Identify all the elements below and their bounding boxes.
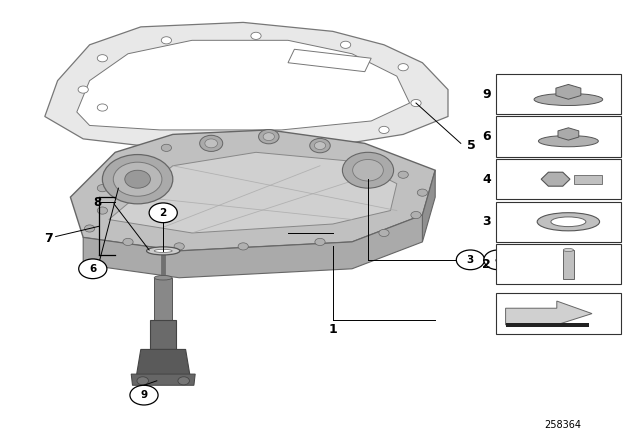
Text: 3: 3 — [483, 215, 491, 228]
Circle shape — [97, 104, 108, 111]
Circle shape — [310, 138, 330, 153]
Circle shape — [97, 207, 108, 214]
Text: 258364: 258364 — [545, 420, 582, 430]
Circle shape — [200, 135, 223, 151]
Ellipse shape — [534, 94, 603, 106]
Polygon shape — [70, 130, 435, 251]
Text: 9: 9 — [483, 87, 491, 101]
Circle shape — [314, 142, 326, 150]
Polygon shape — [45, 22, 448, 148]
Text: 5: 5 — [467, 139, 476, 152]
Circle shape — [417, 189, 428, 196]
Circle shape — [398, 64, 408, 71]
Circle shape — [84, 225, 95, 232]
Circle shape — [398, 171, 408, 178]
Circle shape — [238, 243, 248, 250]
Bar — [150, 320, 176, 349]
Circle shape — [125, 170, 150, 188]
Polygon shape — [77, 40, 410, 130]
Circle shape — [174, 243, 184, 250]
Polygon shape — [83, 215, 422, 278]
Circle shape — [149, 203, 177, 223]
Circle shape — [411, 211, 421, 219]
Circle shape — [379, 229, 389, 237]
Circle shape — [206, 135, 216, 142]
Polygon shape — [288, 49, 371, 72]
Polygon shape — [541, 172, 570, 186]
FancyBboxPatch shape — [496, 74, 621, 114]
Circle shape — [161, 144, 172, 151]
Circle shape — [263, 133, 275, 141]
Text: 6: 6 — [89, 264, 97, 274]
Text: 2: 2 — [159, 208, 167, 218]
Text: 4: 4 — [482, 172, 491, 186]
Ellipse shape — [551, 217, 586, 227]
Circle shape — [137, 377, 148, 385]
FancyBboxPatch shape — [496, 293, 621, 334]
Text: 3: 3 — [467, 255, 474, 265]
Bar — [506, 323, 589, 327]
Text: 4: 4 — [494, 255, 502, 265]
FancyBboxPatch shape — [496, 244, 621, 284]
Ellipse shape — [537, 213, 600, 231]
Polygon shape — [136, 349, 190, 376]
Circle shape — [178, 377, 189, 385]
Circle shape — [379, 126, 389, 134]
Circle shape — [79, 259, 107, 279]
Polygon shape — [558, 128, 579, 140]
Circle shape — [251, 32, 261, 39]
Ellipse shape — [154, 249, 172, 253]
Circle shape — [123, 238, 133, 246]
Polygon shape — [131, 374, 195, 385]
FancyBboxPatch shape — [496, 116, 621, 157]
Circle shape — [205, 139, 218, 148]
Circle shape — [456, 250, 484, 270]
Circle shape — [264, 131, 274, 138]
Circle shape — [123, 162, 133, 169]
Ellipse shape — [154, 276, 172, 280]
Circle shape — [161, 37, 172, 44]
Circle shape — [411, 99, 421, 107]
Text: 9: 9 — [140, 390, 148, 400]
Circle shape — [130, 385, 158, 405]
Bar — [563, 250, 573, 279]
Circle shape — [315, 238, 325, 246]
Ellipse shape — [563, 249, 573, 252]
Circle shape — [353, 159, 383, 181]
Circle shape — [342, 152, 394, 188]
Text: 6: 6 — [483, 130, 491, 143]
Text: 1: 1 — [328, 323, 337, 336]
Circle shape — [102, 155, 173, 204]
Polygon shape — [109, 152, 397, 233]
Text: 7: 7 — [44, 232, 52, 245]
Polygon shape — [506, 301, 592, 325]
Circle shape — [360, 153, 370, 160]
Circle shape — [259, 129, 279, 144]
Circle shape — [340, 41, 351, 48]
FancyBboxPatch shape — [496, 159, 621, 199]
Text: 8: 8 — [93, 196, 101, 209]
FancyBboxPatch shape — [496, 202, 621, 242]
Circle shape — [315, 140, 325, 147]
Circle shape — [97, 185, 108, 192]
Circle shape — [97, 55, 108, 62]
Text: 2: 2 — [482, 258, 491, 271]
Bar — [573, 175, 602, 184]
Ellipse shape — [147, 247, 180, 255]
Ellipse shape — [538, 135, 598, 147]
Circle shape — [78, 86, 88, 93]
Circle shape — [484, 250, 512, 270]
Circle shape — [113, 162, 162, 196]
Polygon shape — [556, 84, 581, 99]
Polygon shape — [422, 170, 435, 242]
Bar — [154, 278, 172, 323]
